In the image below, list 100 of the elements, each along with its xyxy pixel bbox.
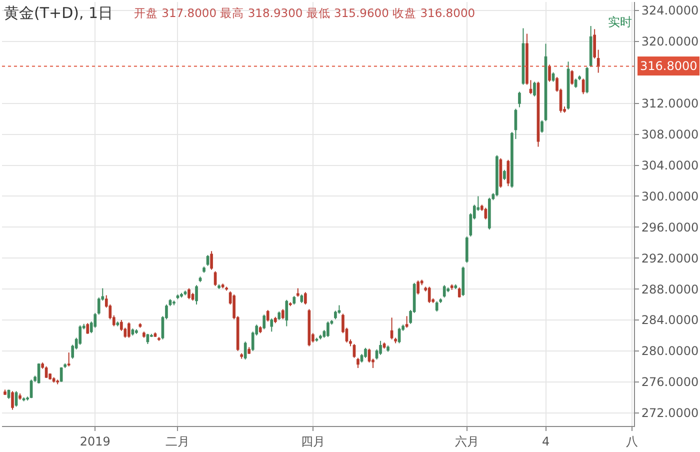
- candlestick: [202, 266, 206, 274]
- candlestick: [86, 322, 90, 334]
- candlestick: [158, 336, 160, 342]
- candlestick: [274, 316, 277, 324]
- candlestick: [379, 340, 382, 356]
- y-tick-label: 284.0000: [641, 313, 699, 328]
- candlestick: [488, 197, 491, 230]
- candlestick: [30, 379, 33, 399]
- candlestick: [596, 49, 600, 74]
- candlestick: [248, 346, 251, 355]
- candlestick: [180, 292, 183, 298]
- candlestick: [41, 362, 44, 370]
- chart-title: 黄金(T+D), 1日: [4, 4, 114, 22]
- candlestick: [240, 352, 243, 360]
- candlestick: [154, 332, 157, 338]
- candlestick: [416, 280, 420, 295]
- candlestick: [262, 314, 266, 330]
- candlestick: [296, 288, 300, 298]
- y-tick-label: 308.0000: [641, 128, 699, 142]
- candlestick: [574, 78, 578, 88]
- y-tick-label: 320.0000: [641, 34, 699, 49]
- candlestick: [11, 390, 14, 410]
- candlestick: [326, 321, 330, 338]
- candlestick: [518, 91, 521, 108]
- candlestick: [44, 366, 48, 379]
- y-tick-label: 272.0000: [641, 406, 699, 420]
- candlestick: [544, 43, 548, 122]
- y-tick-label: 312.0000: [641, 96, 699, 111]
- candlestick: [56, 379, 59, 385]
- candlestick: [188, 288, 190, 300]
- candlestick: [138, 322, 142, 328]
- candlestick: [184, 290, 187, 296]
- candlestick: [258, 326, 262, 334]
- y-tick-label: 324.0000: [641, 4, 699, 18]
- ref-line-label: 316.8000: [640, 59, 698, 73]
- candlestick: [570, 70, 574, 86]
- candlestick: [281, 308, 284, 320]
- candlestick: [4, 389, 6, 396]
- x-tick-label: 4: [542, 434, 550, 448]
- x-tick-label: 二月: [166, 434, 190, 448]
- candlestick: [484, 207, 488, 220]
- candlestick: [352, 343, 356, 358]
- candlestick: [218, 284, 220, 290]
- candlestick: [548, 64, 551, 82]
- chart-subtitle: 开盘 317.8000 最高 318.9300 最低 315.9600 收盘 316.8000: [134, 6, 476, 20]
- candlestick: [221, 283, 224, 289]
- candlestick: [176, 294, 180, 300]
- candlestick: [14, 390, 18, 408]
- candlestick: [506, 159, 510, 187]
- candlestick: [454, 284, 458, 290]
- x-tick-label: 四月: [300, 434, 325, 448]
- candlestick: [172, 300, 176, 306]
- candlestick: [78, 324, 82, 346]
- candlestick: [210, 250, 213, 270]
- candlestick: [589, 25, 592, 68]
- candlestick: [18, 393, 22, 400]
- x-tick-label: 六月: [454, 434, 479, 448]
- candlestick: [308, 308, 311, 347]
- candlestick: [67, 352, 70, 367]
- candlestick: [458, 287, 461, 298]
- candlestick: [442, 284, 446, 298]
- candlestick: [356, 357, 360, 368]
- y-tick-label: 304.0000: [641, 158, 699, 172]
- x-tick-label: 八: [626, 434, 638, 448]
- candlestick: [465, 236, 468, 264]
- candlestick: [586, 66, 588, 94]
- candlestick: [364, 347, 367, 358]
- candlestick: [146, 333, 150, 344]
- candlestick: [288, 302, 292, 307]
- candlestick: [536, 81, 540, 148]
- candlestick: [270, 318, 274, 332]
- candlestick: [435, 300, 438, 312]
- candlestick: [405, 316, 408, 328]
- y-tick-label: 296.0000: [641, 220, 699, 234]
- candlestick: [131, 328, 134, 336]
- candlestick: [266, 309, 270, 322]
- candlestick: [593, 28, 596, 59]
- candlestick: [116, 321, 120, 327]
- candlestick: [278, 310, 281, 320]
- candlestick: [198, 276, 202, 283]
- candlestick: [382, 342, 386, 350]
- annotation: 实时: [608, 15, 632, 29]
- candlestick: [206, 254, 210, 266]
- candlestick: [195, 284, 198, 306]
- candlestick: [540, 120, 544, 134]
- candlestick: [450, 284, 454, 290]
- candlestick: [533, 81, 536, 97]
- candlestick: [496, 154, 498, 197]
- candlestick: [191, 292, 194, 302]
- candlestick: [386, 345, 390, 352]
- candlestick: [522, 28, 525, 86]
- y-tick-label: 276.0000: [641, 375, 699, 390]
- x-tick-label: 2019: [80, 434, 110, 448]
- candlestick: [582, 78, 585, 95]
- candlestick: [428, 286, 431, 304]
- y-tick-label: 292.0000: [641, 251, 699, 266]
- candlestick: [300, 294, 304, 304]
- candlestick: [292, 296, 296, 306]
- candlestick: [390, 317, 394, 340]
- candlestick: [304, 292, 307, 306]
